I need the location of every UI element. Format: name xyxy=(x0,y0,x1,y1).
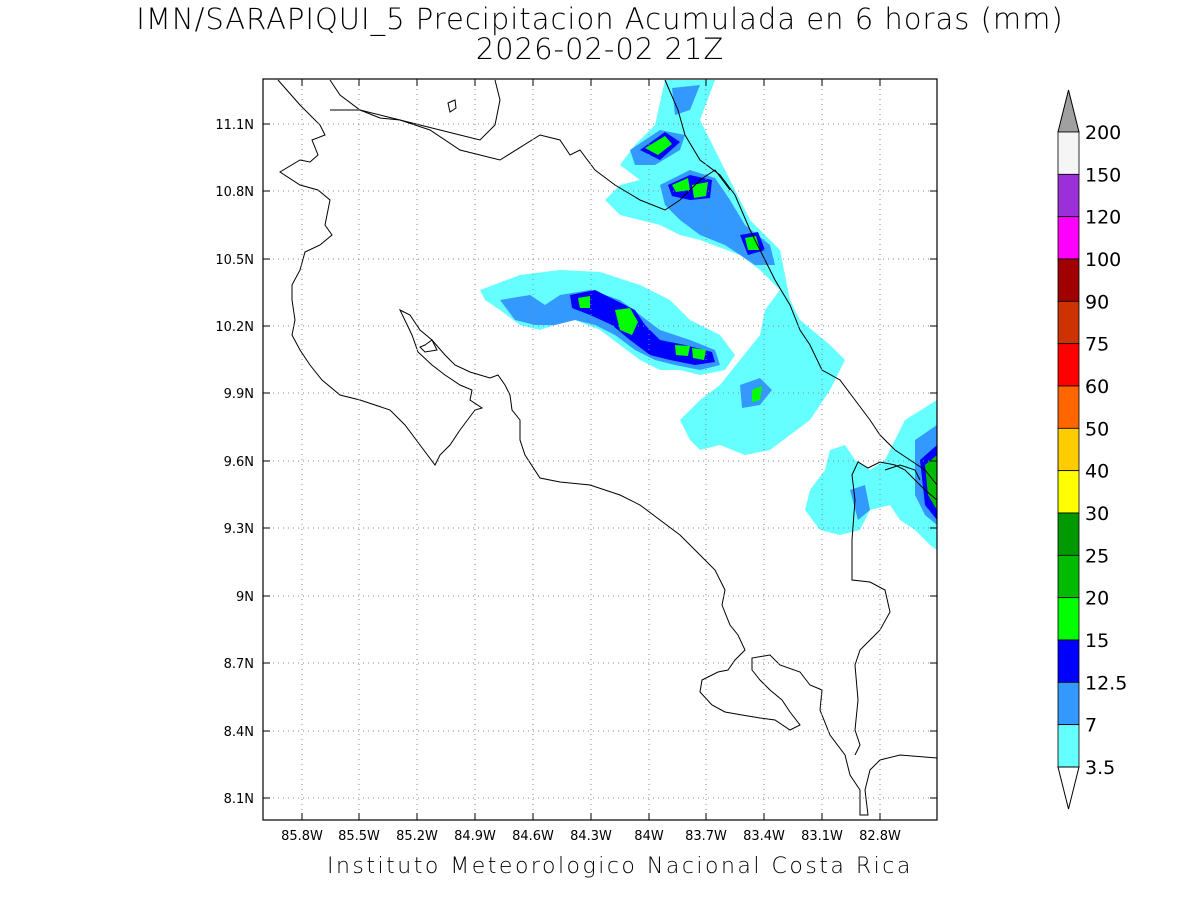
colorbar-label: 200 xyxy=(1085,122,1121,144)
precip-area xyxy=(675,345,690,356)
colorbar-label: 100 xyxy=(1085,249,1121,271)
colorbar-label: 25 xyxy=(1085,545,1109,567)
coastline-path xyxy=(419,339,438,353)
map-frame xyxy=(262,78,938,821)
precip-area xyxy=(805,400,937,550)
border-path xyxy=(851,461,938,756)
precip-area xyxy=(605,80,845,455)
coastline-path xyxy=(447,99,457,113)
coastline-path xyxy=(664,79,938,486)
map-title: IMN/SARAPIQUI_5 Precipitacion Acumulada … xyxy=(136,2,1064,36)
precip-area xyxy=(672,178,690,192)
lon-tick-label: 85.8W xyxy=(281,829,323,844)
colorbar-swatch xyxy=(1057,512,1080,556)
colorbar-swatch xyxy=(1057,258,1080,302)
lat-tick-label: 8.4N xyxy=(224,725,254,740)
precip-area xyxy=(578,296,590,308)
footer-credit: Instituto Meteorologico Nacional Costa R… xyxy=(327,854,913,879)
lon-tick-label: 82.8W xyxy=(859,829,901,844)
lon-tick-label: 83.4W xyxy=(743,829,785,844)
lon-tick-label: 83.7W xyxy=(685,829,727,844)
precip-area xyxy=(745,236,760,250)
lon-tick-label: 84.9W xyxy=(454,829,496,844)
coastline-path xyxy=(884,464,921,481)
precip-area xyxy=(692,182,708,198)
colorbar-swatch xyxy=(1057,554,1080,599)
colorbar-over-triangle xyxy=(1057,89,1080,133)
lat-tick-label: 8.7N xyxy=(224,657,254,672)
map-subtitle-date: 2026-02-02 21Z xyxy=(475,32,725,66)
lat-tick-label: 11.1N xyxy=(215,118,254,133)
colorbar: 200 150 120 100 90 75 60 50 40 30 25 20 15 12.5 7 3.5 xyxy=(1057,89,1127,810)
colorbar-label: 75 xyxy=(1085,334,1109,356)
colorbar-label: 30 xyxy=(1085,503,1109,525)
axis-ticks xyxy=(263,79,937,820)
longitude-labels: 85.8W 85.5W 85.2W 84.9W 84.6W 84.3W 84W … xyxy=(281,829,901,844)
lat-tick-label: 10.5N xyxy=(215,253,254,268)
latitude-labels: 11.1N 10.8N 10.5N 10.2N 9.9N 9.6N 9.3N 9… xyxy=(215,118,254,807)
colorbar-swatch xyxy=(1057,724,1080,768)
lat-tick-label: 8.1N xyxy=(224,792,254,807)
lat-tick-label: 9.9N xyxy=(224,387,254,402)
lon-tick-label: 84W xyxy=(634,829,664,844)
lon-tick-label: 84.6W xyxy=(512,829,554,844)
colorbar-label: 3.5 xyxy=(1085,757,1115,779)
precip-area xyxy=(615,308,638,335)
colorbar-label: 150 xyxy=(1085,164,1121,186)
colorbar-swatch xyxy=(1057,131,1080,175)
colorbar-label: 60 xyxy=(1085,376,1109,398)
coastlines-borders xyxy=(277,79,938,816)
colorbar-swatch xyxy=(1057,343,1080,387)
colorbar-swatch xyxy=(1057,681,1080,726)
coastline-path xyxy=(329,79,501,141)
lon-tick-label: 84.3W xyxy=(570,829,612,844)
lon-tick-label: 83.1W xyxy=(801,829,843,844)
precip-area xyxy=(850,485,870,520)
precip-area xyxy=(645,136,672,155)
grid-lines xyxy=(263,79,937,820)
colorbar-label: 50 xyxy=(1085,418,1109,440)
lat-tick-label: 10.8N xyxy=(215,185,254,200)
border-path xyxy=(330,109,731,211)
colorbar-label: 15 xyxy=(1085,630,1109,652)
lat-tick-label: 9.6N xyxy=(224,455,254,470)
colorbar-swatch xyxy=(1057,300,1080,345)
colorbar-label: 40 xyxy=(1085,461,1109,483)
colorbar-swatch xyxy=(1057,470,1080,514)
precipitation-field xyxy=(480,80,937,550)
precip-area xyxy=(672,85,700,115)
precip-area xyxy=(692,348,706,360)
colorbar-swatch xyxy=(1057,385,1080,429)
colorbar-swatch xyxy=(1057,597,1080,641)
colorbar-label: 12.5 xyxy=(1085,672,1127,694)
lat-tick-label: 10.2N xyxy=(215,320,254,335)
lon-tick-label: 85.5W xyxy=(338,829,380,844)
coastline-path xyxy=(277,79,938,816)
colorbar-under-triangle xyxy=(1057,766,1080,810)
lat-tick-label: 9.3N xyxy=(224,522,254,537)
colorbar-label: 20 xyxy=(1085,588,1109,610)
lon-tick-label: 85.2W xyxy=(396,829,438,844)
lat-tick-label: 9N xyxy=(236,590,254,605)
colorbar-swatch xyxy=(1057,427,1080,472)
colorbar-swatch xyxy=(1057,639,1080,683)
precip-area xyxy=(752,386,762,402)
colorbar-swatch xyxy=(1057,173,1080,218)
colorbar-label: 90 xyxy=(1085,291,1109,313)
colorbar-swatch xyxy=(1057,216,1080,260)
colorbar-label: 120 xyxy=(1085,207,1121,229)
precip-area xyxy=(925,455,937,510)
colorbar-label: 7 xyxy=(1085,715,1097,737)
